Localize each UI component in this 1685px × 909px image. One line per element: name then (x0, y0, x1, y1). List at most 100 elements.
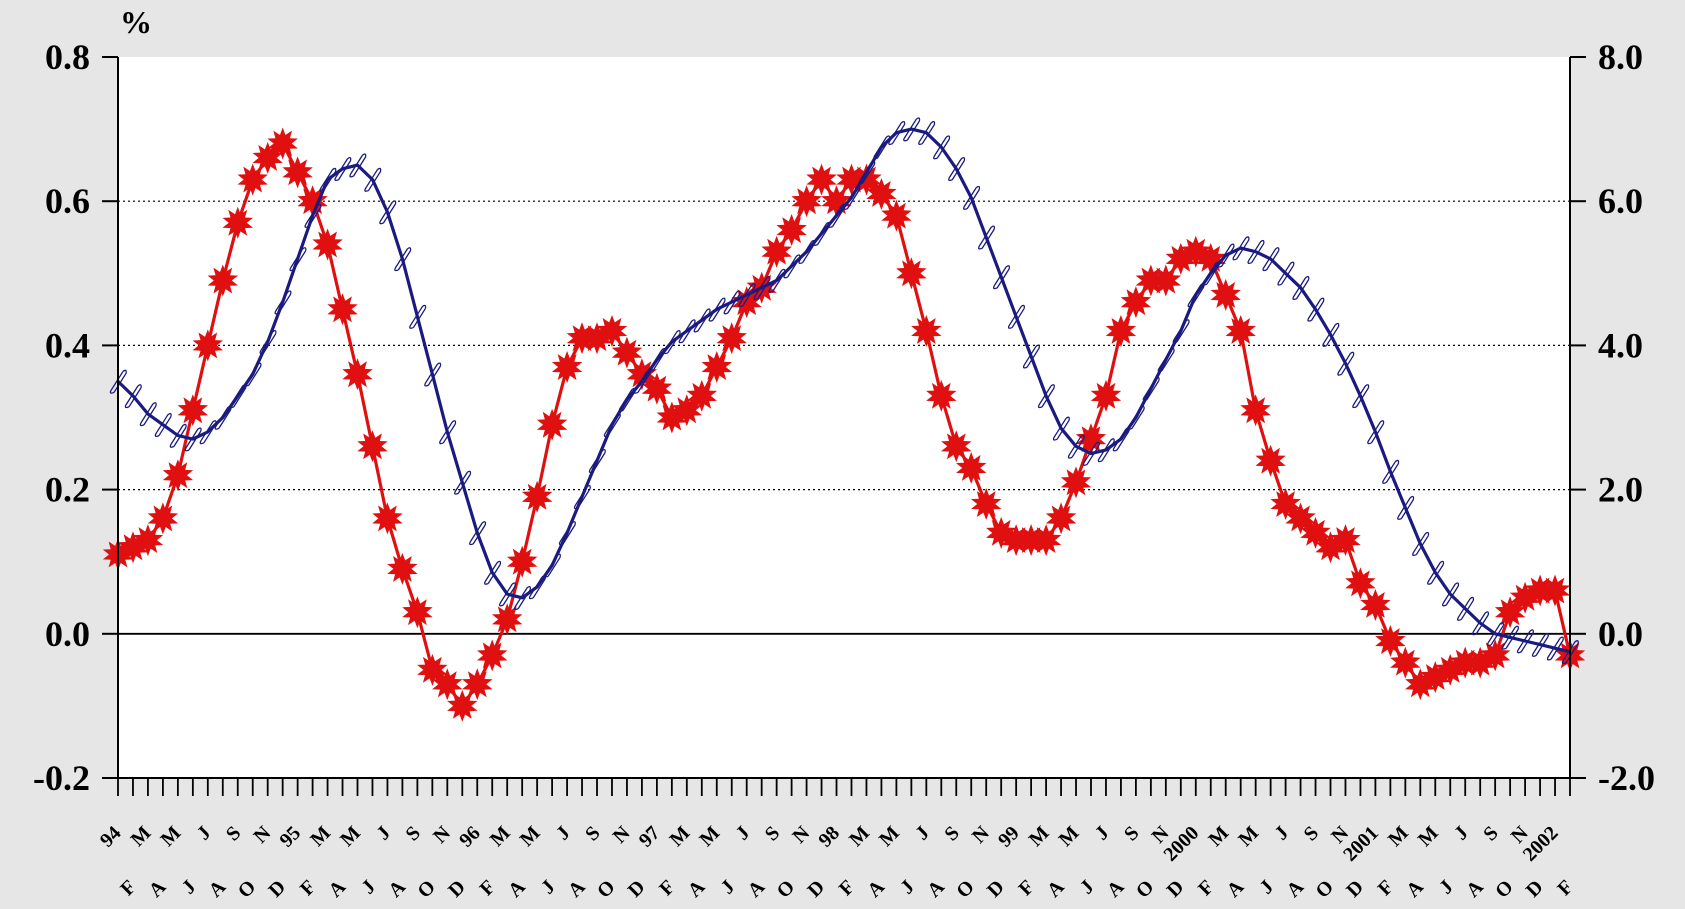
series-1-clip-marker (394, 247, 412, 272)
x-tick-label: A (145, 876, 171, 902)
series-1-clip-marker (828, 203, 846, 228)
series-0-star-marker (1360, 589, 1391, 621)
series-1-clip-marker (798, 239, 816, 264)
x-tick-label: J (372, 822, 395, 845)
series-0-star-marker (551, 351, 583, 383)
series-1-clip-marker (169, 423, 187, 448)
series-0-star-marker (806, 163, 837, 196)
series-0-star-marker (971, 488, 1002, 520)
series-1-clip-marker (873, 135, 891, 160)
series-1-clip-marker (439, 420, 457, 445)
x-tick-label: M (1414, 822, 1443, 851)
x-tick-label: D (264, 876, 290, 902)
series-0-star-marker (1045, 502, 1077, 535)
x-tick-label: J (193, 822, 216, 845)
series-0-star-marker (1120, 286, 1152, 319)
series-1-clip-marker (813, 221, 831, 246)
series-0-star-marker (1105, 315, 1137, 347)
x-tick-label: A (564, 876, 590, 902)
series-1-clip-marker (1112, 427, 1130, 452)
series-0-star-marker (387, 552, 418, 585)
series-1-clip-marker (1486, 622, 1504, 647)
series-1-clip-marker (1337, 351, 1355, 376)
series-1-clip-marker (1292, 275, 1310, 301)
x-tick-label: S (581, 822, 604, 845)
series-1-clip-marker (244, 362, 262, 387)
y-tick-label-left: -0.2 (33, 758, 90, 798)
series-0-star-marker (506, 545, 538, 578)
series-0-star-marker (492, 603, 523, 636)
series-1-clip-marker (633, 369, 651, 394)
x-tick-label: M (875, 822, 904, 851)
series-1-clip-marker (1531, 632, 1549, 657)
x-tick-label: J (1270, 822, 1293, 845)
series-0-star-marker (521, 480, 553, 513)
x-tick-label: M (336, 822, 365, 851)
series-1-clip-marker (603, 412, 621, 438)
series-0-star-marker (1330, 524, 1361, 557)
x-tick-label: M (127, 822, 156, 851)
series-0-star-marker (132, 524, 164, 557)
series-1-clip-marker (513, 585, 532, 611)
series-1-clip-marker (1427, 560, 1445, 585)
series-0-star-marker (1030, 524, 1062, 557)
series-1-clip-marker (379, 200, 397, 225)
x-tick-label: O (773, 876, 800, 903)
x-tick-label: O (234, 876, 261, 903)
series-1-clip-marker (1546, 636, 1564, 661)
x-tick-label: D (624, 876, 650, 902)
series-1-clip-marker (1157, 348, 1175, 373)
x-tick-label: 98 (814, 822, 844, 852)
x-tick-label: J (896, 876, 919, 899)
x-tick-label: M (845, 822, 874, 851)
series-1-clip-marker (334, 156, 352, 182)
x-tick-label: O (1132, 876, 1159, 903)
axes-layer (102, 56, 1586, 796)
series-0-star-marker (866, 178, 897, 210)
series-1-clip-marker (573, 485, 591, 510)
series-0-star-marker (462, 668, 493, 701)
series-1-clip-marker (454, 470, 472, 495)
series-1-clip-marker (963, 185, 981, 210)
x-tick-label: F (1014, 876, 1038, 900)
x-tick-label: S (761, 822, 784, 845)
series-0-star-marker (177, 394, 209, 427)
series-1-clip-marker (663, 330, 681, 355)
x-tick-label: 99 (994, 822, 1024, 852)
series-0-star-marker (372, 502, 403, 535)
series-0-star-marker (701, 351, 732, 383)
x-tick-label: M (156, 822, 185, 851)
x-tick-label: A (684, 876, 710, 902)
series-1-clip-marker (1397, 495, 1415, 520)
x-tick-label: N (249, 822, 275, 848)
series-0-star-marker (1060, 466, 1092, 499)
series-0-star-marker (536, 408, 568, 441)
x-tick-label: S (940, 822, 963, 845)
series-1-clip-marker (992, 265, 1011, 290)
x-tick-label: M (516, 822, 545, 851)
series-1-clip-marker (1232, 236, 1250, 261)
x-tick-label: J (1450, 822, 1473, 845)
series-1-clip-marker (1097, 438, 1115, 463)
series-1-clip-marker (1187, 283, 1205, 308)
x-tick-label: J (1435, 876, 1458, 899)
series-1-clip-marker (903, 117, 921, 142)
series-0-star-marker (926, 379, 957, 412)
series-0-star-marker (1539, 574, 1571, 607)
grid-layer (118, 57, 1570, 778)
series-0-star-marker (896, 257, 927, 290)
x-tick-label: O (593, 876, 620, 903)
x-tick-label: F (296, 876, 320, 900)
labels-layer: -0.2 0.0 0.2 0.4 0.6 0.8 -2.0 0.0 2.0 4.0 6.0 8.0% 9… (33, 4, 1655, 903)
series-1-clip-marker (469, 521, 487, 546)
series-0-star-marker (761, 235, 792, 268)
series-1-clip-marker (1277, 261, 1295, 286)
x-tick-label: J (732, 822, 755, 845)
x-tick-label: D (803, 876, 829, 902)
x-tick-label: A (1462, 876, 1488, 902)
series-1-clip-marker (1037, 384, 1055, 409)
series-0-star-marker (776, 214, 807, 246)
series-0-star-marker (207, 264, 238, 297)
series-1-clip-marker (888, 120, 906, 146)
